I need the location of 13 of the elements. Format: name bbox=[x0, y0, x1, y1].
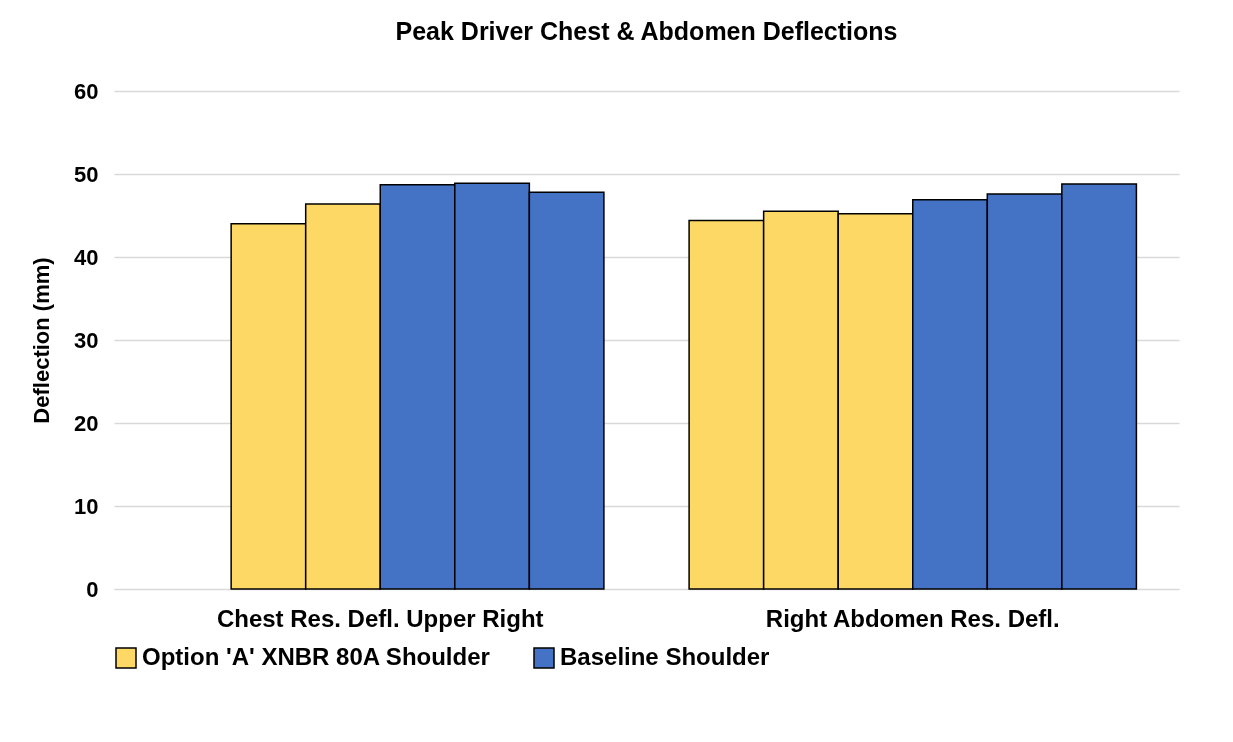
y-tick-label: 30 bbox=[74, 327, 99, 353]
legend-label: Baseline Shoulder bbox=[560, 643, 770, 670]
y-tick-label: 40 bbox=[74, 244, 99, 270]
y-tick-label: 0 bbox=[86, 576, 99, 602]
y-tick-label: 60 bbox=[74, 78, 99, 104]
chart-title: Peak Driver Chest & Abdomen Deflections bbox=[395, 17, 898, 45]
y-axis-title: Deflection (mm) bbox=[29, 257, 55, 424]
x-tick-label: Right Abdomen Res. Defl. bbox=[765, 604, 1060, 632]
y-tick-label: 50 bbox=[74, 161, 99, 187]
y-tick-label: 10 bbox=[74, 493, 99, 519]
legend-label: Option 'A' XNBR 80A Shoulder bbox=[142, 643, 490, 670]
x-tick-label: Chest Res. Defl. Upper Right bbox=[216, 604, 544, 632]
y-tick-label: 20 bbox=[74, 410, 99, 436]
